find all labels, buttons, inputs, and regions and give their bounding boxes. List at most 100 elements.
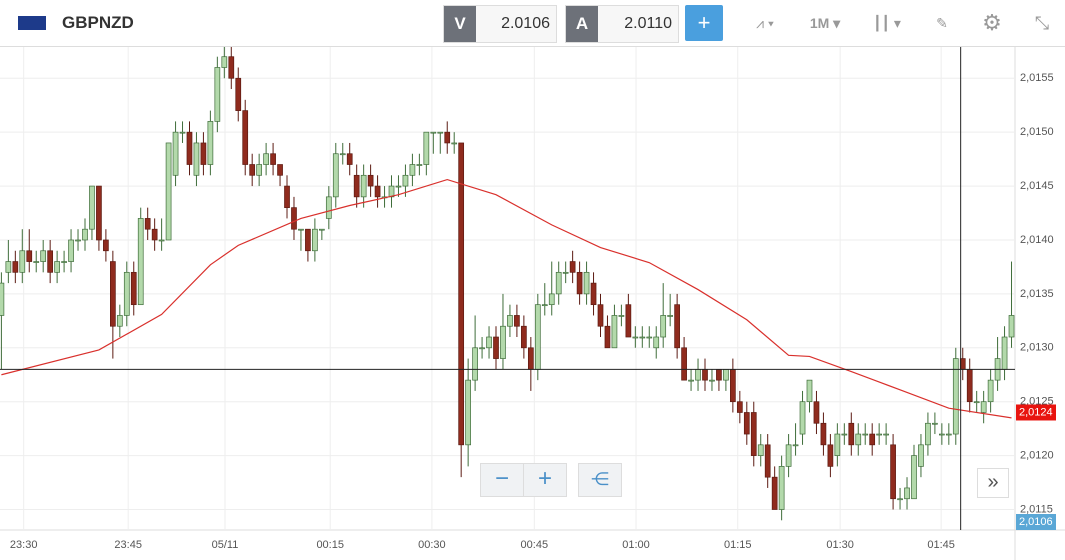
candle-body: [792, 444, 799, 447]
candle-body: [876, 433, 883, 436]
candle-body: [904, 487, 910, 500]
y-tick-label: 2,0120: [1020, 450, 1054, 462]
candle-body: [158, 239, 165, 242]
candle-body: [353, 174, 360, 198]
candle-body: [186, 131, 193, 165]
candle-body: [172, 131, 179, 176]
candle-body: [555, 271, 562, 295]
candle-body: [527, 347, 534, 370]
candle-body: [625, 304, 632, 338]
candle-body: [130, 271, 137, 306]
candle-body: [562, 271, 569, 274]
candle-body: [507, 315, 513, 327]
candle-body: [883, 433, 889, 436]
candle-body: [235, 77, 242, 111]
y-tick-label: 2,0130: [1020, 342, 1054, 354]
candle-body: [639, 336, 646, 339]
zoom-out[interactable]: −: [480, 463, 524, 497]
x-tick-label: 00:45: [521, 539, 549, 551]
y-tick-label: 2,0155: [1020, 72, 1054, 84]
crosshair-button[interactable]: +: [685, 5, 723, 41]
candle-body: [764, 444, 771, 478]
candle-body: [980, 401, 987, 413]
symbol: GBPNZD: [62, 13, 134, 32]
candle-body: [298, 228, 304, 231]
share[interactable]: ⋲: [578, 463, 622, 497]
bid-label: 2,0106: [1019, 516, 1053, 528]
candle-body: [966, 369, 973, 403]
candle-body: [451, 142, 458, 145]
candle-body: [277, 164, 283, 176]
buy-price: 2.0110: [624, 15, 672, 32]
candle-body: [437, 131, 444, 134]
candle-body: [493, 336, 499, 359]
candle-body: [325, 196, 332, 219]
x-tick-label: 01:30: [826, 539, 854, 551]
candle-body: [646, 336, 653, 339]
candle-body: [165, 142, 172, 241]
x-tick-label: 00:15: [316, 539, 344, 551]
x-tick-label: 01:00: [622, 539, 650, 551]
candle-body: [945, 433, 952, 436]
fullscreen-button[interactable]: ⤡: [1034, 13, 1050, 33]
candle-body: [1001, 336, 1008, 370]
moving-average: [1, 178, 1012, 419]
candle-body: [151, 228, 158, 241]
y-tick-label: 2,0140: [1020, 234, 1054, 246]
candle-body: [82, 228, 88, 241]
timeframe-button[interactable]: 1M ▾: [809, 15, 841, 31]
candle-body: [632, 336, 639, 339]
candle-body: [332, 153, 339, 198]
draw-button[interactable]: ✎: [936, 15, 948, 31]
candle-body: [862, 433, 869, 436]
candle-body: [444, 131, 451, 144]
candle-body: [667, 315, 674, 317]
buy-box[interactable]: A 2.0110: [565, 5, 679, 43]
candle-body: [604, 325, 611, 349]
candle-body: [702, 369, 708, 381]
candle-body: [534, 304, 541, 370]
chart-type-button[interactable]: ⩘ ▾: [756, 15, 774, 31]
candle-body: [61, 261, 67, 263]
candle-body: [12, 261, 19, 273]
candle-body: [757, 444, 764, 456]
candle-body: [96, 185, 102, 241]
candle-body: [723, 369, 729, 381]
zoom-in[interactable]: +: [523, 463, 567, 497]
y-tick-label: 2,0115: [1020, 503, 1053, 515]
sell-price: 2.0106: [501, 15, 550, 32]
candle-body: [486, 336, 492, 349]
y-tick-label: 2,0145: [1020, 180, 1054, 192]
candle-body: [423, 131, 430, 165]
candle-body: [312, 228, 318, 252]
candle-body: [848, 422, 855, 446]
candle-body: [214, 67, 221, 122]
candle-body: [263, 153, 269, 165]
candle-body: [402, 174, 409, 187]
candle-body: [918, 444, 924, 467]
toolbar: GBPNZD V 2.0106 A 2.0110 + ⩘ ▾ 1M ▾ ┃┃ ▾ ✎…: [0, 0, 1065, 47]
candle-body: [395, 185, 402, 188]
candle-body: [939, 433, 945, 436]
candle-body: [249, 164, 256, 176]
flag-icon: [18, 16, 46, 30]
candle-body: [771, 476, 778, 510]
settings-button[interactable]: ⚙: [982, 10, 1002, 35]
sell-box[interactable]: V 2.0106: [443, 5, 557, 43]
candle-body: [869, 433, 876, 446]
candle-body: [68, 239, 74, 262]
candle-body: [367, 174, 374, 187]
candle-body: [597, 304, 604, 327]
candle-body: [688, 379, 694, 382]
candle-body: [242, 110, 249, 165]
candle-body: [611, 315, 618, 349]
scroll-end[interactable]: »: [977, 468, 1009, 498]
candle-button[interactable]: ┃┃ ▾: [873, 15, 901, 31]
candle-body: [270, 153, 276, 165]
candle-body: [110, 261, 116, 327]
candle-body: [987, 379, 994, 403]
candle-body: [416, 164, 423, 166]
candle-body: [618, 315, 625, 317]
candle-body: [813, 401, 820, 424]
candle-body: [346, 153, 353, 165]
